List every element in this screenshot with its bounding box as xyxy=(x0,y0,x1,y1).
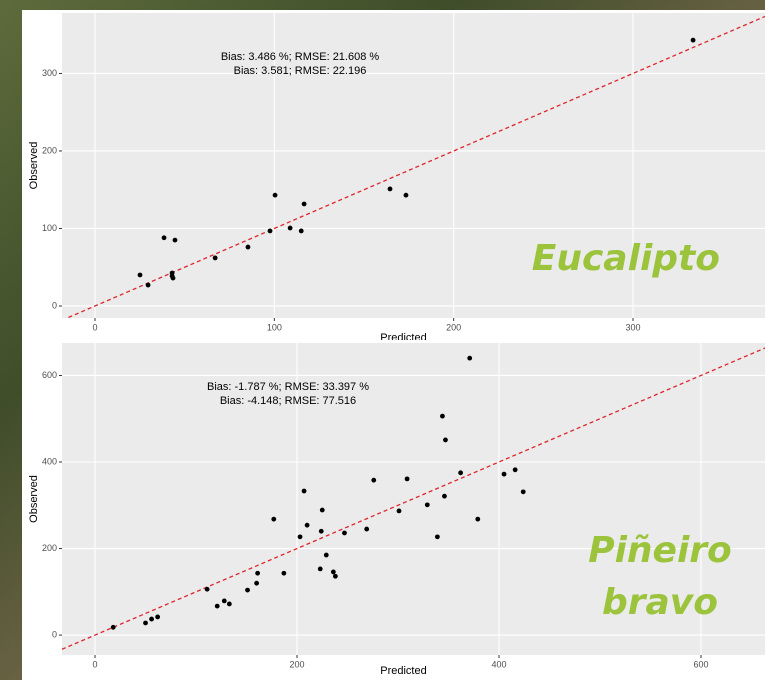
y-tick-label: 200 xyxy=(42,543,57,553)
point xyxy=(467,356,472,361)
point xyxy=(271,517,276,522)
point xyxy=(171,276,176,281)
point xyxy=(205,587,210,592)
point xyxy=(404,193,409,198)
figure: 0 100 200 300 0 100 200 300 Bias: 3.486 %; RMSE:… xyxy=(0,0,765,680)
point xyxy=(281,571,286,576)
point xyxy=(521,489,526,494)
point xyxy=(320,508,325,513)
point xyxy=(388,187,393,192)
point xyxy=(146,283,151,288)
point xyxy=(405,476,410,481)
point xyxy=(475,517,480,522)
point xyxy=(213,256,218,261)
x-tick-label: 600 xyxy=(693,659,708,669)
annotation: Bias: -4.148; RMSE: 77.516 xyxy=(220,395,356,407)
point xyxy=(302,489,307,494)
point xyxy=(458,470,463,475)
point xyxy=(502,472,507,477)
x-tick-label: 0 xyxy=(92,322,97,332)
point xyxy=(319,529,324,534)
y-tick-label: 600 xyxy=(42,370,57,380)
point xyxy=(149,617,154,622)
point xyxy=(371,478,376,483)
chart-label: Piñeiro xyxy=(588,530,732,571)
x-axis-title: Predicted xyxy=(380,665,426,677)
point xyxy=(162,235,167,240)
point xyxy=(143,621,148,626)
point xyxy=(331,570,336,575)
point xyxy=(513,467,518,472)
point xyxy=(268,229,273,234)
point xyxy=(245,588,250,593)
point xyxy=(691,38,696,43)
point xyxy=(305,523,310,528)
point xyxy=(324,553,329,558)
x-tick-label: 400 xyxy=(491,659,506,669)
x-tick-label: 100 xyxy=(267,322,282,332)
point xyxy=(215,604,220,609)
y-tick-label: 0 xyxy=(52,629,57,639)
x-tick-label: 200 xyxy=(446,322,461,332)
point xyxy=(254,581,259,586)
y-tick-label: 100 xyxy=(42,223,57,233)
point xyxy=(227,602,232,607)
y-tick-label: 200 xyxy=(42,145,57,155)
point xyxy=(342,531,347,536)
chart-label: bravo xyxy=(602,582,718,623)
point xyxy=(364,527,369,532)
point xyxy=(397,509,402,514)
point xyxy=(288,226,293,231)
point xyxy=(138,273,143,278)
annotation: Bias: -1.787 %; RMSE: 33.397 % xyxy=(207,381,369,393)
point xyxy=(442,494,447,499)
point xyxy=(155,615,160,620)
x-tick-label: 300 xyxy=(625,322,640,332)
annotation: Bias: 3.581; RMSE: 22.196 xyxy=(234,65,367,77)
y-tick-label: 300 xyxy=(42,68,57,78)
point xyxy=(111,625,116,630)
point xyxy=(222,599,227,604)
x-tick-label: 0 xyxy=(93,659,98,669)
point xyxy=(302,202,307,207)
point xyxy=(246,245,251,250)
y-tick-label: 0 xyxy=(52,300,57,310)
y-tick-label: 400 xyxy=(42,456,57,466)
point xyxy=(440,414,445,419)
annotation: Bias: 3.486 %; RMSE: 21.608 % xyxy=(221,51,380,63)
point xyxy=(299,229,304,234)
point xyxy=(273,193,278,198)
x-tick-label: 200 xyxy=(289,659,304,669)
point xyxy=(443,438,448,443)
point xyxy=(298,534,303,539)
point xyxy=(425,502,430,507)
point xyxy=(318,566,323,571)
y-axis-title: Observed xyxy=(28,142,40,190)
point xyxy=(173,238,178,243)
chart-label: Eucalipto xyxy=(532,238,720,279)
point xyxy=(333,574,338,579)
y-axis-title: Observed xyxy=(28,475,40,523)
point xyxy=(255,571,260,576)
point xyxy=(435,534,440,539)
